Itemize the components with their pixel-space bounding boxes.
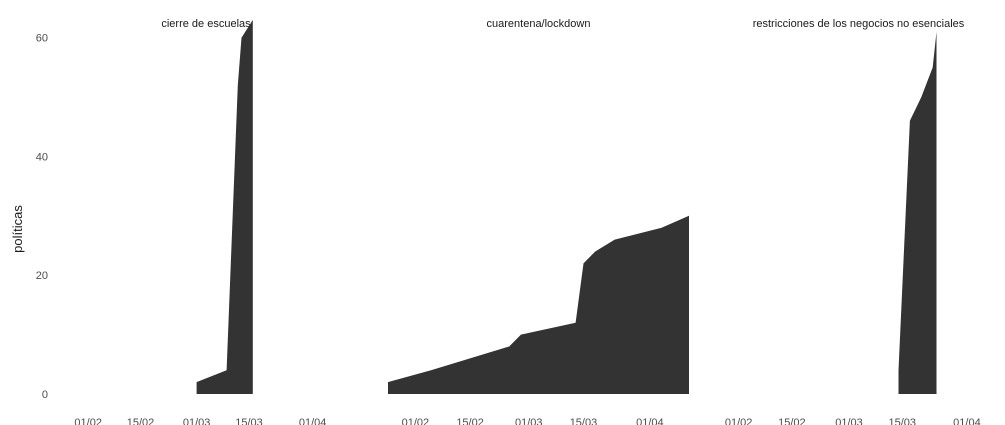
x-tick-label: 01/04 — [953, 417, 981, 425]
area-series — [388, 215, 689, 394]
panel: cierre de escuelas 01/02 15/02 01/03 15/03 01… — [74, 18, 326, 425]
panel-title: cuarentena/lockdown — [487, 18, 591, 30]
x-tick-label: 15/02 — [456, 417, 484, 425]
x-tick-label: 01/04 — [299, 417, 327, 425]
x-tick-label: 15/02 — [127, 417, 155, 425]
panel: restricciones de los negocios no esencia… — [725, 18, 981, 425]
x-tick-label: 01/03 — [835, 417, 863, 425]
y-axis-label: políticas — [10, 205, 25, 253]
x-tick-label: 01/03 — [183, 417, 211, 425]
panel-title: restricciones de los negocios no esencia… — [753, 18, 965, 30]
y-tick-label: 60 — [36, 33, 48, 45]
x-tick-label: 01/03 — [515, 417, 543, 425]
panels: cierre de escuelas 01/02 15/02 01/03 15/03 01… — [74, 18, 980, 425]
panel: cuarentena/lockdown 01/02 15/02 01/03 15/03 0… — [388, 18, 689, 425]
x-tick-label: 15/03 — [888, 417, 916, 425]
x-tick-label: 15/03 — [570, 417, 598, 425]
y-axis: 0 20 40 60 — [36, 33, 48, 401]
y-tick-label: 40 — [36, 151, 48, 163]
area-series — [898, 31, 937, 395]
x-tick-label: 01/02 — [402, 417, 430, 425]
x-tick-label: 01/02 — [725, 417, 753, 425]
y-tick-label: 0 — [42, 389, 48, 401]
panel-title: cierre de escuelas — [161, 18, 251, 30]
x-tick-label: 15/03 — [235, 417, 263, 425]
x-tick-label: 15/02 — [778, 417, 806, 425]
x-tick-label: 01/02 — [74, 417, 102, 425]
x-tick-label: 01/04 — [636, 417, 664, 425]
area-series — [196, 19, 253, 395]
y-tick-label: 20 — [36, 270, 48, 282]
